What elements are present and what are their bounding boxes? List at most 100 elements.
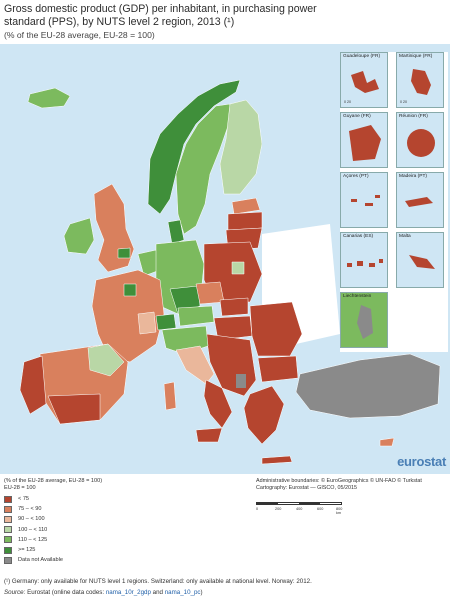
legend-swatch <box>4 526 12 534</box>
legend-swatch <box>4 546 12 554</box>
inset-scale: 0 20 <box>344 100 351 104</box>
inset-shape <box>347 259 383 267</box>
inset-shape <box>349 125 381 161</box>
credits-cartography: Cartography: Eurostat — GISCO, 05/2015 <box>256 485 357 492</box>
region-austria <box>177 305 215 327</box>
legend-swatch <box>4 515 12 523</box>
region-sicily <box>195 427 223 443</box>
credits: Administrative boundaries: © EuroGeograp… <box>256 478 446 492</box>
region-cyprus <box>379 437 395 447</box>
inset-guyane: Guyane (FR) <box>340 112 388 168</box>
inset-label: Réunion (FR) <box>399 114 428 119</box>
credits-boundaries: Administrative boundaries: © EuroGeograp… <box>256 478 422 484</box>
legend-subtitle: EU-28 = 100 <box>4 485 36 491</box>
region-italy-center <box>175 345 215 385</box>
source-code-link[interactable]: nama_10r_2gdp <box>105 589 151 596</box>
scale-tick: 800 km <box>336 507 343 515</box>
region-crete <box>261 455 293 465</box>
legend-item: >= 125 <box>4 545 63 555</box>
region-uk <box>93 183 135 273</box>
inset-label: Canarias (ES) <box>343 234 374 239</box>
legend: < 75 75 – < 90 90 – < 100 100 – < 110 11… <box>4 494 63 565</box>
inset-shape <box>351 71 379 93</box>
inset-shape <box>407 129 435 157</box>
scale-bar-graphic <box>256 502 342 505</box>
inset-shape <box>357 305 373 339</box>
inset-madeira: Madeira (PT) <box>396 172 444 228</box>
inset-label: Martinique (FR) <box>399 54 433 59</box>
scale-tick: 600 <box>317 507 324 511</box>
source-line: Source: Eurostat (online data codes: nam… <box>4 589 203 596</box>
region-ireland <box>63 217 95 255</box>
region-latvia <box>227 211 263 231</box>
map-subtitle: (% of the EU-28 average, EU-28 = 100) <box>4 30 155 40</box>
inset-guadeloupe: Guadeloupe (FR) 0 20 <box>340 52 388 108</box>
eurostat-logo: eurostat <box>397 454 446 469</box>
region-estonia <box>231 197 261 215</box>
inset-shape <box>409 255 435 269</box>
footnote: (¹) Germany: only available for NUTS lev… <box>4 578 312 585</box>
region-switzerland <box>155 313 177 331</box>
source-code-link[interactable]: nama_10_pc <box>164 589 201 596</box>
inset-label: Açores (PT) <box>343 174 369 179</box>
inset-liechtenstein: Liechtenstein <box>340 292 388 348</box>
region-france-rhone <box>137 311 157 335</box>
region-france-paris <box>123 283 137 297</box>
legend-swatch <box>4 495 12 503</box>
region-poland-warsaw <box>231 261 245 275</box>
region-no-data-east <box>262 100 330 234</box>
legend-item: Data not Available <box>4 555 63 565</box>
region-portugal <box>19 355 47 415</box>
region-kosovo-no-data <box>236 374 246 388</box>
legend-item: 90 – < 100 <box>4 514 63 524</box>
region-slovakia <box>219 297 249 317</box>
inset-label: Guadeloupe (FR) <box>343 54 381 59</box>
region-spain-northeast <box>87 343 125 377</box>
inset-acores: Açores (PT) <box>340 172 388 228</box>
inset-scale: 0 20 <box>400 100 407 104</box>
region-czechia <box>195 281 225 305</box>
inset-label: Malta <box>399 234 411 239</box>
source-text: Eurostat (online data codes: <box>27 589 105 596</box>
legend-item: 110 – < 125 <box>4 535 63 545</box>
region-norway <box>147 79 241 215</box>
source-prefix: Source: <box>4 589 26 596</box>
region-bulgaria <box>257 355 299 383</box>
region-finland <box>219 99 263 195</box>
scale-bar: 0 200 400 600 800 km <box>256 500 343 515</box>
region-turkey-no-data <box>295 353 441 419</box>
legend-item: < 75 <box>4 494 63 504</box>
inset-label: Guyane (FR) <box>343 114 371 119</box>
source-close: ) <box>200 589 203 596</box>
region-sweden <box>175 103 231 235</box>
map-canvas <box>19 79 441 465</box>
scale-tick: 200 <box>275 507 282 511</box>
region-france <box>91 269 165 363</box>
inset-reunion: Réunion (FR) <box>396 112 444 168</box>
region-sardinia <box>163 381 177 411</box>
region-spain-south <box>47 393 101 425</box>
inset-shape <box>351 195 380 206</box>
inset-canarias: Canarias (ES) <box>340 232 388 288</box>
inset-label: Madeira (PT) <box>399 174 427 179</box>
scale-tick: 400 <box>296 507 303 511</box>
legend-item: 75 – < 90 <box>4 504 63 514</box>
legend-swatch <box>4 505 12 513</box>
region-denmark <box>167 219 185 245</box>
legend-swatch <box>4 536 12 544</box>
inset-label: Liechtenstein <box>343 294 372 299</box>
inset-martinique: Martinique (FR) 0 20 <box>396 52 444 108</box>
region-greece <box>243 385 285 445</box>
scale-tick: 0 <box>256 507 259 511</box>
inset-shape <box>411 69 431 95</box>
inset-shape <box>405 197 433 207</box>
region-iceland <box>27 87 71 109</box>
region-romania <box>249 301 303 357</box>
inset-panel: Guadeloupe (FR) 0 20 Martinique (FR) 0 2… <box>340 52 448 352</box>
map-title: Gross domestic product (GDP) per inhabit… <box>4 3 317 28</box>
inset-malta: Malta <box>396 232 444 288</box>
region-uk-london <box>117 247 131 259</box>
legend-swatch <box>4 556 12 564</box>
legend-title: (% of the EU-28 average, EU-28 = 100) <box>4 478 103 484</box>
legend-item: 100 – < 110 <box>4 525 63 535</box>
